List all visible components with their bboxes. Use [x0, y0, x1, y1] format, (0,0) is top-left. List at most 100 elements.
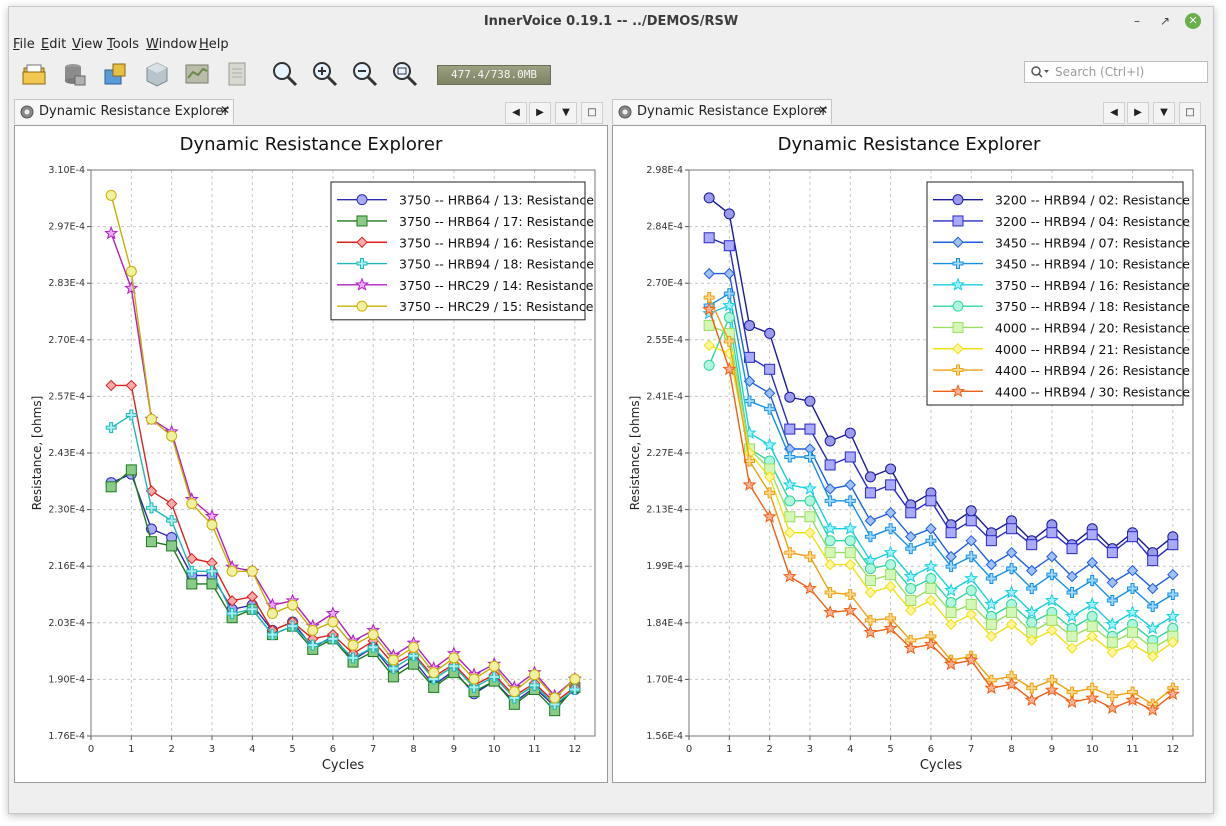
zoom-out-icon[interactable] [351, 60, 379, 88]
data-point [1127, 626, 1139, 638]
maximize-panel-button[interactable]: □ [581, 102, 603, 124]
data-point [965, 585, 977, 597]
scroll-left-button[interactable]: ◀ [505, 102, 527, 124]
x-tick-label: 7 [968, 744, 974, 755]
cube-icon[interactable] [143, 60, 171, 88]
menu-window[interactable]: Window [146, 37, 198, 52]
tab-dynamic-resistance-left[interactable]: Dynamic Resistance Explorer ✕ [14, 99, 234, 124]
chart-icon[interactable] [183, 60, 211, 88]
menu-edit[interactable]: Edit [41, 37, 67, 52]
menu-help[interactable]: Help [199, 37, 229, 52]
data-point [723, 240, 735, 252]
scroll-left-button[interactable]: ◀ [1103, 102, 1125, 124]
data-point [246, 565, 258, 577]
tab-close-icon[interactable]: ✕ [818, 103, 829, 117]
data-point [1086, 575, 1098, 587]
zoom-in-icon[interactable] [311, 60, 339, 88]
data-point [125, 379, 138, 392]
data-point [804, 551, 816, 563]
data-point [1046, 674, 1058, 686]
data-point [784, 527, 796, 539]
data-point [984, 680, 999, 695]
maximize-icon[interactable]: ↗ [1159, 14, 1171, 28]
data-point [864, 531, 876, 543]
scroll-right-button[interactable]: ▶ [1127, 102, 1149, 124]
data-point [186, 578, 198, 590]
x-tick-label: 10 [1086, 744, 1099, 755]
data-point [266, 608, 278, 620]
data-point [844, 558, 856, 571]
zoom-icon[interactable] [271, 60, 299, 88]
data-point [723, 267, 736, 280]
legend-entry: 4000 -- HRB94 / 20: Resistance [995, 320, 1190, 335]
series-1 [105, 468, 581, 712]
legend-box [330, 181, 586, 321]
data-point [742, 477, 757, 491]
legend-swatch-marker [356, 236, 368, 248]
data-point [723, 288, 735, 300]
legend-swatch-marker [952, 364, 964, 376]
chart-panel-left: Dynamic Resistance Explorer 1.76E-4 1.90E-… [14, 125, 608, 783]
tab-close-icon[interactable]: ✕ [220, 103, 231, 117]
chart-legend: 3200 -- HRB94 / 02: Resistance 3200 -- HR… [926, 181, 1190, 406]
data-point [743, 395, 755, 407]
data-point [905, 543, 917, 555]
tab-list-button[interactable]: ▼ [555, 102, 577, 124]
scroll-right-button[interactable]: ▶ [529, 102, 551, 124]
x-tick-label: 12 [568, 744, 581, 755]
resistance-chart-left[interactable]: Dynamic Resistance Explorer 1.76E-4 1.90E-… [15, 126, 607, 782]
data-point [764, 403, 776, 415]
data-point [985, 535, 997, 547]
document-icon[interactable] [223, 60, 251, 88]
legend-swatch-marker [356, 194, 368, 206]
search-input[interactable]: Search (Ctrl+I) [1024, 61, 1208, 83]
data-point [965, 598, 977, 610]
maximize-panel-button[interactable]: □ [1179, 102, 1201, 124]
y-tick-label: 3.10E-4 [48, 165, 85, 176]
data-point [702, 306, 717, 320]
data-point [844, 535, 856, 547]
tab-list-button[interactable]: ▼ [1153, 102, 1175, 124]
minimize-icon[interactable]: – [1134, 14, 1140, 28]
y-tick-label: 1.70E-4 [646, 674, 683, 685]
legend-entry: 3750 -- HRB94 / 18: Resistance [995, 299, 1190, 314]
database-add-icon[interactable] [101, 60, 129, 88]
menu-file[interactable]: File [13, 37, 35, 52]
menu-view[interactable]: View [72, 37, 103, 52]
data-point [925, 573, 937, 585]
data-point [325, 606, 340, 620]
menu-tools[interactable]: Tools [107, 37, 140, 52]
y-tick-label: 2.16E-4 [48, 561, 85, 572]
series-line [708, 344, 1174, 658]
tab-dynamic-resistance-right[interactable]: Dynamic Resistance Explorer ✕ [612, 99, 832, 124]
data-point [885, 463, 897, 475]
data-point [1026, 539, 1038, 551]
data-point [246, 603, 258, 615]
y-tick-label: 2.43E-4 [48, 448, 85, 459]
legend-swatch-marker [356, 300, 368, 312]
data-point [1106, 690, 1118, 702]
series-2 [105, 464, 581, 717]
data-point [1127, 583, 1139, 595]
data-point [1066, 570, 1078, 583]
data-point [965, 515, 977, 527]
close-window-icon[interactable]: ✕ [1185, 13, 1201, 29]
data-point [1125, 692, 1140, 707]
memory-indicator[interactable]: 477.4/738.0MB [437, 65, 551, 85]
data-point [1065, 609, 1080, 623]
data-point [1005, 618, 1018, 631]
series-line [709, 272, 1174, 590]
data-point [1046, 614, 1058, 626]
x-tick-label: 6 [330, 744, 336, 755]
data-point [428, 667, 440, 679]
series-2 [703, 232, 1179, 567]
database-icon[interactable] [61, 60, 89, 88]
open-folder-icon[interactable] [21, 60, 49, 88]
zoom-fit-icon[interactable] [391, 60, 419, 88]
resistance-chart-right[interactable]: Dynamic Resistance Explorer 1.56E-4 1.70E-… [613, 126, 1205, 782]
data-point [1046, 569, 1058, 581]
x-tick-label: 8 [410, 744, 416, 755]
data-point [844, 495, 856, 507]
data-point [1046, 624, 1058, 637]
series-line [708, 309, 1174, 711]
